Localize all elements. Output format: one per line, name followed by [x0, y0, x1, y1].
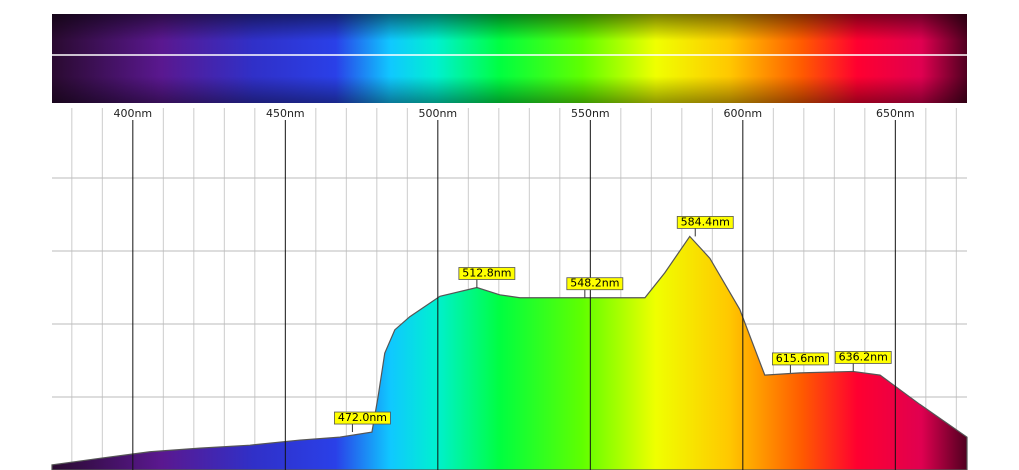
- x-tick-label: 550nm: [571, 107, 610, 120]
- peak-label: 584.4nm: [681, 215, 730, 228]
- x-tick-label: 450nm: [266, 107, 305, 120]
- spectrum-shade: [52, 14, 967, 103]
- x-tick-label: 600nm: [723, 107, 762, 120]
- x-tick-label: 650nm: [876, 107, 915, 120]
- peak-label: 548.2nm: [570, 277, 619, 290]
- x-tick-label: 500nm: [418, 107, 457, 120]
- peak-label: 615.6nm: [776, 352, 825, 365]
- spectrum-chart: 400nm 450nm 500nm 550nm 600nm 650nm 472.0nm 512…: [0, 0, 1019, 470]
- peak-label: 512.8nm: [462, 267, 511, 280]
- x-tick-label: 400nm: [113, 107, 152, 120]
- peak-label: 636.2nm: [839, 350, 888, 363]
- peak-label: 472.0nm: [338, 411, 387, 424]
